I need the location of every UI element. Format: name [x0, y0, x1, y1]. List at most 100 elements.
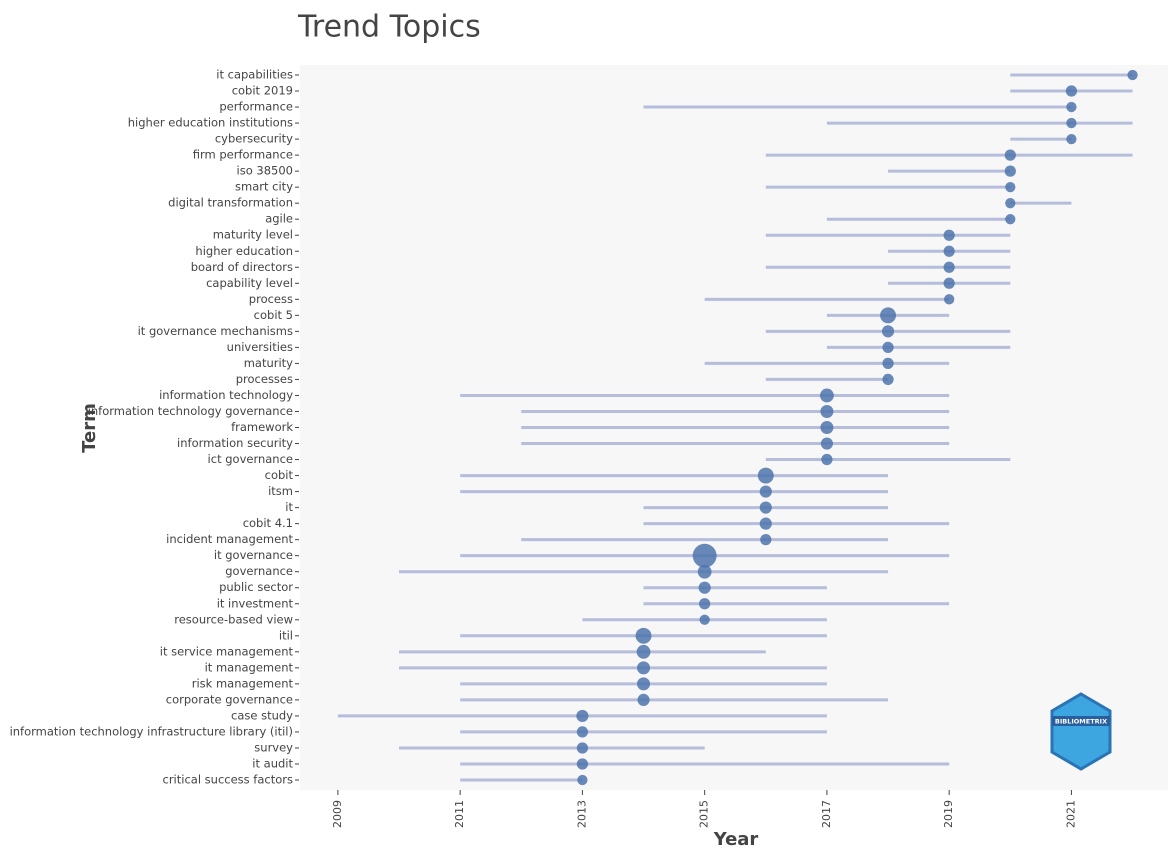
term-dot: [820, 405, 833, 418]
y-tick-label: higher education institutions: [128, 116, 293, 130]
term-dot: [637, 661, 650, 674]
term-dot: [944, 294, 954, 304]
y-tick-label: incident management: [166, 532, 293, 546]
y-tick-label: maturity level: [213, 228, 293, 242]
term-dot: [944, 246, 955, 257]
term-dot: [700, 615, 710, 625]
y-tick-label: firm performance: [193, 148, 293, 162]
x-axis-title: Year: [713, 829, 759, 850]
y-tick-label: framework: [231, 420, 293, 434]
term-dot: [760, 518, 772, 530]
term-dot: [821, 454, 832, 465]
term-dot: [1066, 118, 1076, 128]
term-dot: [944, 278, 955, 289]
term-dot: [636, 628, 652, 644]
term-dot: [760, 534, 771, 545]
y-tick-label: it management: [205, 660, 294, 674]
x-tick-label: 2015: [698, 800, 711, 828]
term-dot: [1005, 198, 1015, 208]
y-tick-label: agile: [265, 212, 293, 226]
term-dot: [576, 710, 588, 722]
term-dot: [637, 645, 651, 659]
term-dot: [699, 598, 710, 609]
x-tick-label: 2011: [453, 800, 466, 828]
term-dot: [637, 694, 649, 706]
term-dot: [577, 775, 587, 785]
term-dot: [577, 758, 588, 769]
y-tick-label: itil: [279, 628, 293, 642]
y-tick-label: capability level: [206, 276, 293, 290]
y-tick-label: cobit 5: [254, 308, 293, 322]
chart: Trend Topics Year Term BIBLIOMETRIX 2009…: [0, 0, 1168, 866]
term-dot: [944, 262, 955, 273]
term-dot: [1066, 85, 1077, 96]
y-tick-label: cybersecurity: [215, 132, 293, 146]
y-tick-label: iso 38500: [237, 164, 293, 178]
y-tick-label: itsm: [268, 484, 293, 498]
x-tick-label: 2017: [820, 800, 833, 828]
x-tick-label: 2013: [575, 800, 588, 828]
term-dot: [880, 307, 896, 323]
term-dot: [1005, 149, 1016, 160]
term-dot: [637, 677, 650, 690]
y-tick-label: cobit: [265, 468, 294, 482]
y-tick-label: it service management: [160, 644, 294, 658]
term-dot: [882, 325, 894, 337]
term-dot: [1005, 182, 1015, 192]
y-tick-label: survey: [254, 740, 293, 754]
y-tick-label: cobit 4.1: [243, 516, 293, 530]
y-tick-label: it governance: [214, 548, 293, 562]
term-dot: [1127, 70, 1137, 80]
y-tick-label: maturity: [244, 356, 293, 370]
y-tick-label: resource-based view: [174, 612, 293, 626]
y-tick-label: performance: [219, 100, 293, 114]
term-dot: [577, 726, 588, 737]
y-tick-label: it capabilities: [216, 68, 293, 82]
y-tick-label: case study: [231, 708, 293, 722]
y-tick-label: it governance mechanisms: [138, 324, 293, 338]
y-tick-label: it audit: [252, 756, 293, 770]
term-dot: [821, 437, 833, 449]
term-dot: [882, 342, 893, 353]
y-tick-label: information technology governance: [88, 404, 293, 418]
term-dot: [882, 358, 893, 369]
y-tick-label: ict governance: [208, 452, 293, 466]
y-tick-label: information security: [177, 436, 293, 450]
term-dot: [1005, 214, 1015, 224]
y-tick-label: governance: [225, 564, 293, 578]
term-dot: [758, 468, 774, 484]
term-dot: [693, 544, 717, 568]
term-dot: [577, 742, 588, 753]
term-dot: [820, 421, 833, 434]
y-tick-label: higher education: [195, 244, 293, 258]
y-tick-label: it: [285, 500, 293, 514]
term-dot: [1005, 166, 1016, 177]
x-tick-label: 2009: [331, 800, 344, 828]
logo-hexagon: [1052, 694, 1110, 769]
x-tick-label: 2021: [1064, 800, 1077, 828]
y-tick-label: corporate governance: [166, 692, 293, 706]
term-dot: [1066, 134, 1076, 144]
y-tick-label: public sector: [219, 580, 293, 594]
y-tick-label: critical success factors: [163, 773, 294, 787]
y-tick-label: universities: [227, 340, 293, 354]
term-dot: [1066, 102, 1076, 112]
y-tick-label: risk management: [192, 676, 294, 690]
term-dot: [698, 565, 712, 579]
logo: BIBLIOMETRIX: [1052, 694, 1110, 769]
y-tick-label: cobit 2019: [232, 84, 293, 98]
x-tick-label: 2019: [942, 800, 955, 828]
logo-text: BIBLIOMETRIX: [1055, 718, 1107, 726]
y-tick-label: digital transformation: [168, 196, 293, 210]
y-tick-label: smart city: [235, 180, 293, 194]
y-tick-label: process: [249, 292, 293, 306]
chart-title: Trend Topics: [297, 10, 481, 45]
term-dot: [820, 389, 834, 403]
term-dot: [882, 374, 893, 385]
y-tick-label: information technology infrastructure li…: [10, 724, 293, 738]
term-dot: [760, 502, 772, 514]
term-dot: [760, 486, 772, 498]
y-tick-label: processes: [236, 372, 293, 386]
y-tick-label: information technology: [159, 388, 293, 402]
term-dot: [944, 230, 955, 241]
